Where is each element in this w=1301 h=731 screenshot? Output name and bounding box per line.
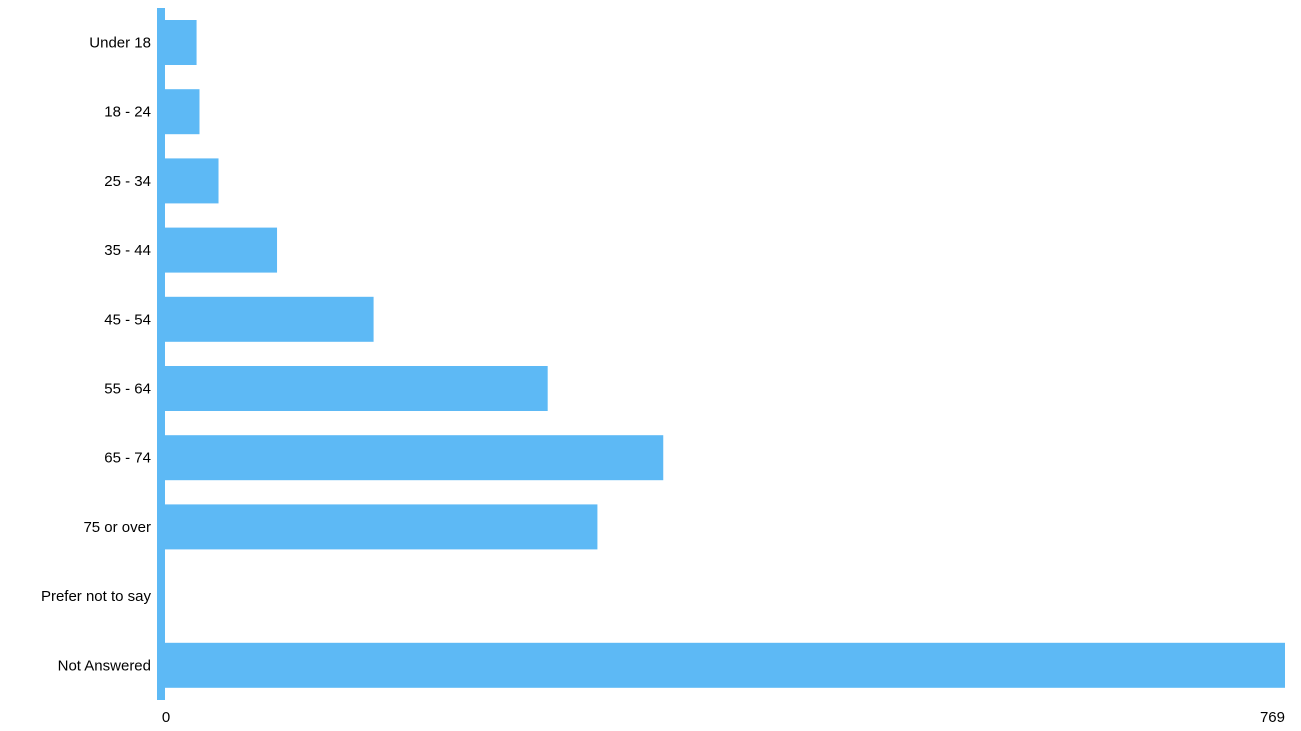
bar-45-54 bbox=[160, 296, 374, 342]
category-label: 75 or over bbox=[83, 519, 151, 536]
bar-65-74 bbox=[160, 435, 664, 481]
category-label: Prefer not to say bbox=[41, 588, 152, 605]
category-label: 55 - 64 bbox=[104, 381, 151, 398]
category-label: 45 - 54 bbox=[104, 311, 151, 328]
category-label: 18 - 24 bbox=[104, 104, 151, 121]
bar-25-34 bbox=[160, 158, 219, 204]
bar-35-44 bbox=[160, 227, 278, 273]
category-label: 35 - 44 bbox=[104, 242, 151, 259]
bar-75-or-over bbox=[160, 504, 598, 550]
category-label: 25 - 34 bbox=[104, 173, 151, 190]
x-tick-label: 0 bbox=[162, 709, 170, 726]
category-label: Under 18 bbox=[89, 35, 151, 52]
category-label: Not Answered bbox=[58, 657, 151, 674]
bar-55-64 bbox=[160, 366, 548, 411]
bar-not-answered bbox=[160, 642, 1285, 688]
bar-under-18 bbox=[160, 20, 197, 65]
x-tick-label: 769 bbox=[1260, 709, 1285, 726]
y-axis-line bbox=[157, 8, 165, 700]
category-label: 65 - 74 bbox=[104, 450, 151, 467]
bar-18-24 bbox=[160, 89, 200, 135]
